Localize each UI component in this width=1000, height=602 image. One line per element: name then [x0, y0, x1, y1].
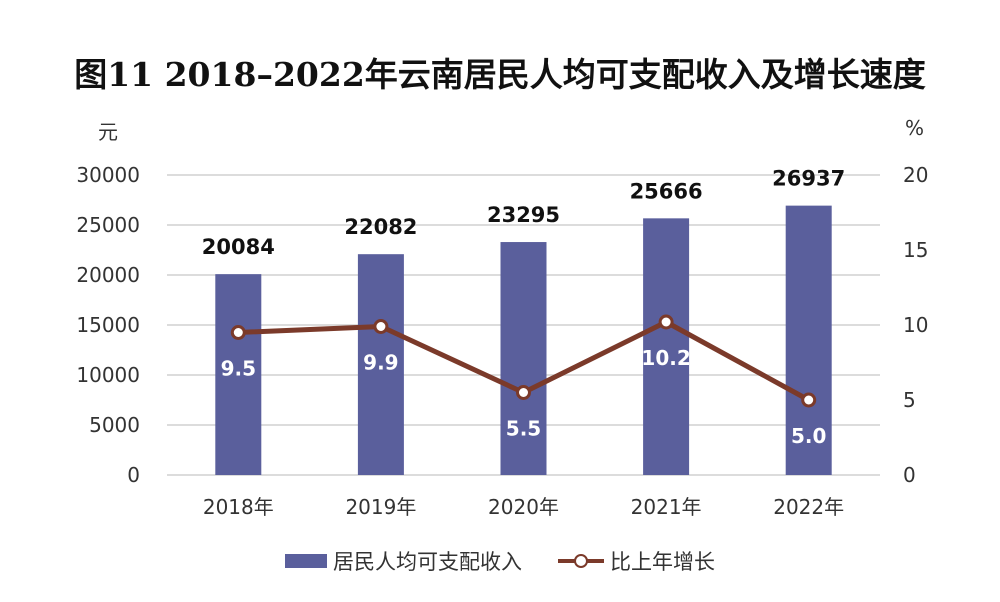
- bar-value-label: 26937: [772, 167, 845, 191]
- line-marker-swatch-icon: [558, 554, 604, 568]
- legend-item-growth: 比上年增长: [558, 546, 715, 576]
- y-left-tick-label: 10000: [76, 363, 140, 387]
- growth-marker: [801, 392, 817, 408]
- chart-legend: 居民人均可支配收入 比上年增长: [0, 546, 1000, 576]
- x-tick-label: 2019年: [345, 495, 416, 519]
- chart-title: 图11 2018–2022年云南居民人均可支配收入及增长速度: [74, 55, 926, 94]
- legend-label-income: 居民人均可支配收入: [333, 550, 522, 574]
- y-right-tick-label: 20: [903, 163, 928, 187]
- growth-value-label: 9.5: [221, 357, 256, 381]
- y-left-tick-label: 25000: [76, 213, 140, 237]
- x-tick-label: 2022年: [773, 495, 844, 519]
- bar-value-label: 23295: [487, 203, 560, 227]
- bar-value-label: 22082: [344, 215, 417, 239]
- y-right-tick-label: 5: [903, 388, 916, 412]
- x-tick-label: 2020年: [488, 495, 559, 519]
- growth-value-label: 5.5: [506, 417, 541, 441]
- y-left-tick-label: 20000: [76, 263, 140, 287]
- left-axis-unit: 元: [98, 120, 118, 144]
- growth-marker: [516, 385, 531, 400]
- y-right-tick-label: 15: [903, 238, 928, 262]
- growth-marker: [658, 314, 674, 330]
- growth-value-label: 10.2: [641, 346, 690, 370]
- income-bar: [643, 218, 690, 475]
- y-left-tick-label: 30000: [76, 163, 140, 187]
- growth-marker: [373, 319, 389, 334]
- growth-marker: [230, 325, 246, 340]
- growth-value-label: 5.0: [791, 424, 826, 448]
- y-right-tick-label: 0: [903, 463, 916, 487]
- y-left-tick-label: 0: [127, 463, 140, 487]
- y-left-tick-label: 15000: [76, 313, 140, 337]
- income-bar: [215, 274, 262, 475]
- bar-value-label: 20084: [202, 235, 275, 259]
- income-bar: [785, 205, 832, 475]
- right-axis-unit: %: [905, 116, 925, 140]
- x-tick-label: 2021年: [631, 495, 702, 519]
- legend-item-income: 居民人均可支配收入: [285, 546, 522, 576]
- income-bar: [357, 254, 404, 475]
- bar-value-label: 25666: [630, 179, 703, 203]
- y-left-tick-label: 5000: [89, 413, 140, 437]
- x-tick-label: 2018年: [203, 495, 274, 519]
- income-bar: [500, 242, 547, 475]
- bar-swatch-icon: [285, 554, 327, 568]
- growth-value-label: 9.9: [363, 351, 398, 375]
- legend-label-growth: 比上年增长: [610, 550, 715, 574]
- y-right-tick-label: 10: [903, 313, 928, 337]
